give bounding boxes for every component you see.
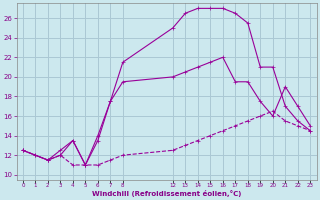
X-axis label: Windchill (Refroidissement éolien,°C): Windchill (Refroidissement éolien,°C) [92, 190, 241, 197]
